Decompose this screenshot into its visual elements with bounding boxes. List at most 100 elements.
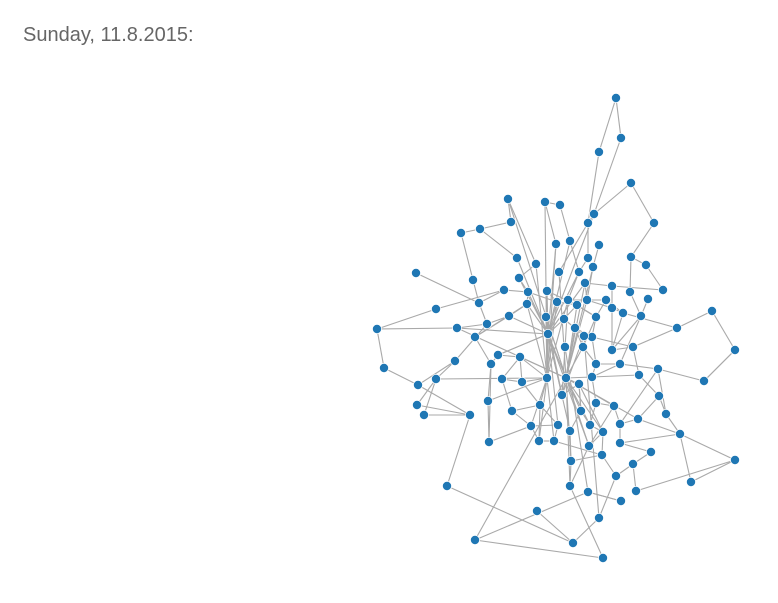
network-node[interactable]: [485, 358, 496, 369]
network-node[interactable]: [649, 217, 660, 228]
network-node[interactable]: [654, 390, 665, 401]
network-node[interactable]: [554, 266, 565, 277]
network-node[interactable]: [473, 297, 484, 308]
network-node[interactable]: [570, 322, 581, 333]
network-node[interactable]: [631, 485, 642, 496]
network-node[interactable]: [469, 535, 480, 546]
network-node[interactable]: [411, 399, 422, 410]
network-node[interactable]: [588, 261, 599, 272]
network-node[interactable]: [441, 480, 452, 491]
network-node[interactable]: [584, 440, 595, 451]
network-node[interactable]: [498, 284, 509, 295]
network-node[interactable]: [532, 505, 543, 516]
network-node[interactable]: [594, 513, 605, 524]
network-node[interactable]: [626, 177, 637, 188]
network-node[interactable]: [517, 376, 528, 387]
network-node[interactable]: [430, 303, 441, 314]
network-node[interactable]: [598, 426, 609, 437]
network-node[interactable]: [467, 274, 478, 285]
network-node[interactable]: [557, 389, 568, 400]
network-node[interactable]: [597, 449, 608, 460]
network-node[interactable]: [628, 341, 639, 352]
network-node[interactable]: [574, 266, 585, 277]
network-node[interactable]: [541, 311, 552, 322]
network-node[interactable]: [523, 286, 534, 297]
network-node[interactable]: [583, 217, 594, 228]
network-node[interactable]: [583, 486, 594, 497]
network-node[interactable]: [615, 358, 626, 369]
network-node[interactable]: [559, 313, 570, 324]
network-node[interactable]: [578, 341, 589, 352]
network-node[interactable]: [514, 272, 525, 283]
network-node[interactable]: [672, 322, 683, 333]
network-node[interactable]: [658, 284, 669, 295]
network-node[interactable]: [378, 362, 389, 373]
network-node[interactable]: [579, 330, 590, 341]
network-node[interactable]: [591, 358, 602, 369]
network-node[interactable]: [371, 323, 382, 334]
network-node[interactable]: [707, 305, 718, 316]
network-node[interactable]: [618, 307, 629, 318]
network-node[interactable]: [611, 470, 622, 481]
network-node[interactable]: [553, 419, 564, 430]
network-node[interactable]: [641, 259, 652, 270]
network-node[interactable]: [580, 277, 591, 288]
network-node[interactable]: [646, 446, 657, 457]
network-node[interactable]: [482, 395, 493, 406]
network-node[interactable]: [589, 208, 600, 219]
network-node[interactable]: [601, 294, 612, 305]
network-node[interactable]: [483, 436, 494, 447]
network-node[interactable]: [451, 322, 462, 333]
network-node[interactable]: [566, 455, 577, 466]
network-node[interactable]: [481, 318, 492, 329]
network-node[interactable]: [430, 373, 441, 384]
network-node[interactable]: [469, 331, 480, 342]
network-node[interactable]: [542, 285, 553, 296]
network-node[interactable]: [455, 227, 466, 238]
network-node[interactable]: [540, 196, 551, 207]
network-node[interactable]: [515, 351, 526, 362]
network-node[interactable]: [598, 553, 609, 564]
network-node[interactable]: [582, 294, 593, 305]
network-node[interactable]: [502, 193, 513, 204]
network-node[interactable]: [534, 435, 545, 446]
network-node[interactable]: [607, 302, 618, 313]
network-node[interactable]: [565, 480, 576, 491]
network-node[interactable]: [561, 372, 572, 383]
network-node[interactable]: [522, 298, 533, 309]
network-node[interactable]: [633, 413, 644, 424]
network-node[interactable]: [615, 418, 626, 429]
network-node[interactable]: [661, 408, 672, 419]
network-node[interactable]: [449, 355, 460, 366]
network-node[interactable]: [591, 311, 602, 322]
network-node[interactable]: [594, 146, 605, 157]
network-node[interactable]: [412, 379, 423, 390]
network-node[interactable]: [506, 405, 517, 416]
network-node[interactable]: [568, 538, 579, 549]
network-node[interactable]: [555, 199, 566, 210]
network-node[interactable]: [653, 363, 664, 374]
network-node[interactable]: [563, 294, 574, 305]
network-node[interactable]: [531, 258, 542, 269]
network-node[interactable]: [565, 425, 576, 436]
network-node[interactable]: [611, 93, 622, 104]
network-node[interactable]: [616, 495, 627, 506]
network-node[interactable]: [474, 223, 485, 234]
network-node[interactable]: [583, 252, 594, 263]
network-node[interactable]: [594, 239, 605, 250]
network-node[interactable]: [505, 216, 516, 227]
network-node[interactable]: [512, 252, 523, 263]
network-node[interactable]: [607, 344, 618, 355]
network-node[interactable]: [634, 369, 645, 380]
network-node[interactable]: [585, 419, 596, 430]
network-node[interactable]: [625, 286, 636, 297]
network-node[interactable]: [626, 251, 637, 262]
network-node[interactable]: [643, 293, 654, 304]
network-node[interactable]: [609, 400, 620, 411]
network-node[interactable]: [616, 132, 627, 143]
network-node[interactable]: [535, 399, 546, 410]
network-node[interactable]: [574, 378, 585, 389]
network-node[interactable]: [572, 299, 583, 310]
network-node[interactable]: [565, 235, 576, 246]
